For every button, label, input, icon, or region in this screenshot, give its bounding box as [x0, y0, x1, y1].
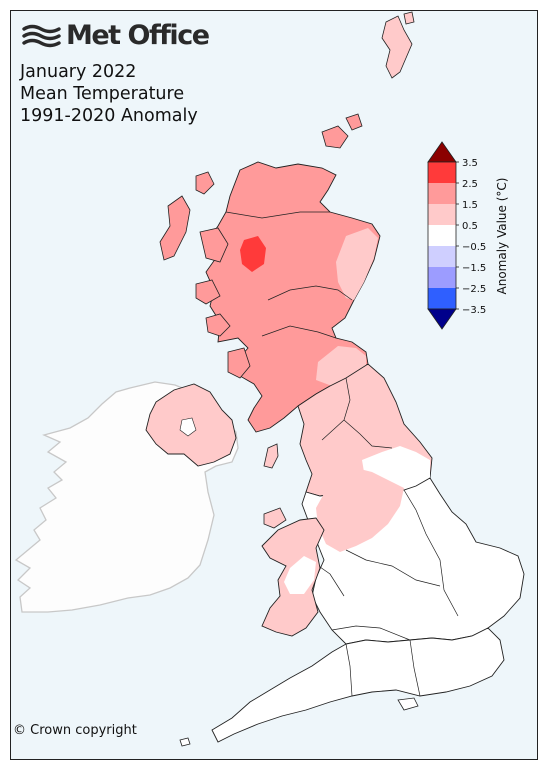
- colorbar-min-extension: [427, 308, 457, 330]
- isle-of-wight: [397, 697, 419, 711]
- scotland-region-boundaries: [225, 211, 353, 339]
- colorbar-bin: [428, 183, 456, 204]
- title-month: January 2022: [20, 62, 137, 82]
- england-region-boundaries: [309, 489, 459, 641]
- northern-ireland-lough: [179, 417, 197, 437]
- colorbar-bin: [428, 288, 456, 309]
- shetland: [381, 11, 415, 79]
- colorbar-tick-labels: 3.5 2.5 1.5 0.5 −0.5 −1.5 −2.5 −3.5: [456, 158, 486, 316]
- anglesey: [263, 507, 287, 529]
- colorbar-tick-label: −2.5: [462, 284, 486, 295]
- colorbar-tick-label: 1.5: [462, 200, 478, 211]
- colorbar-bin: [428, 246, 456, 267]
- orkney: [321, 113, 363, 149]
- borders-band: [316, 346, 366, 386]
- colorbar-tick-label: 3.5: [462, 158, 478, 169]
- wales-white-interior: [284, 556, 316, 594]
- north-england-boundaries: [321, 377, 393, 449]
- colorbar-bin: [428, 267, 456, 288]
- met-office-wave-logo-icon: [22, 24, 61, 47]
- colorbar-tick-label: −1.5: [462, 263, 486, 274]
- colorbar-bins: [427, 141, 457, 330]
- midlands-pink-band: [316, 468, 404, 552]
- brand-name: Met Office: [66, 20, 210, 51]
- colorbar-tick-label: 0.5: [462, 221, 478, 232]
- met-office-logo: Met Office: [22, 20, 210, 51]
- colorbar-max-extension: [427, 141, 457, 163]
- colorbar-bin: [428, 225, 456, 246]
- colorbar-bin: [428, 162, 456, 183]
- title-baseline: 1991-2020 Anomaly: [20, 106, 198, 126]
- south-england: [211, 627, 505, 743]
- east-scotland-band: [336, 228, 378, 300]
- scilly: [179, 737, 191, 747]
- title-variable: Mean Temperature: [20, 84, 185, 104]
- colorbar-bin: [428, 204, 456, 225]
- colorbar-label: Anomaly Value (°C): [495, 178, 509, 295]
- isle-of-man: [263, 443, 279, 469]
- hebrides: [159, 171, 251, 379]
- south-boundaries: [345, 639, 421, 697]
- colorbar-tick-label: −0.5: [462, 242, 486, 253]
- west-highlands-hotspot: [240, 236, 266, 272]
- anomaly-colorbar: 3.5 2.5 1.5 0.5 −0.5 −1.5 −2.5 −3.5 Anomaly Val…: [427, 141, 509, 330]
- colorbar-tick-label: 2.5: [462, 179, 478, 190]
- copyright-notice: © Crown copyright: [13, 723, 137, 738]
- colorbar-tick-label: −3.5: [462, 305, 486, 316]
